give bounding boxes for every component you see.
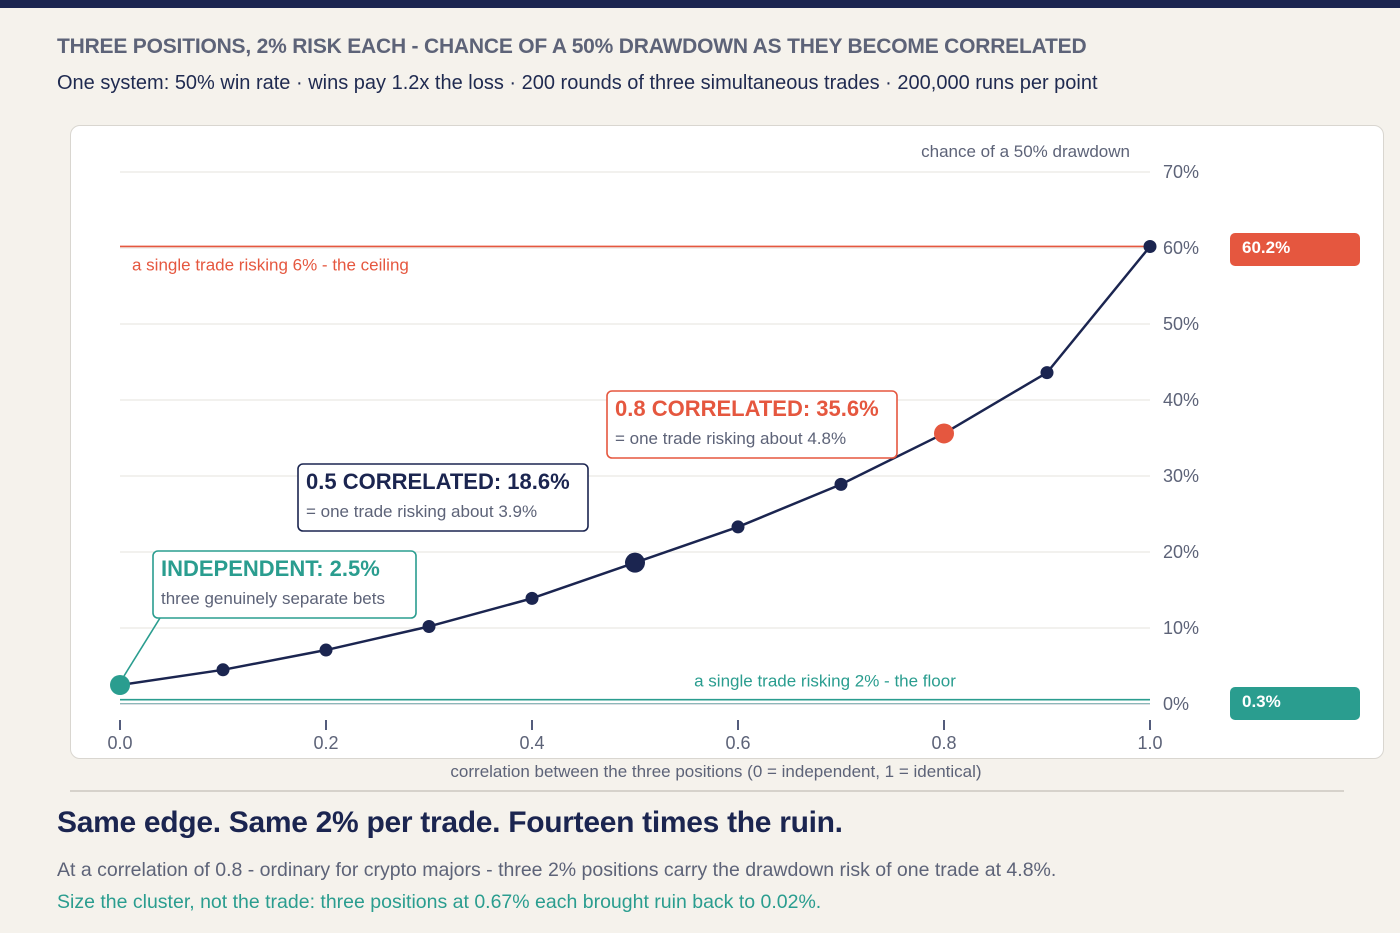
y-tick-label: 40% [1163,390,1199,410]
y-tick-label: 60% [1163,238,1199,258]
footer-takeaway: Size the cluster, not the trade: three p… [57,891,822,913]
y-tick-label: 50% [1163,314,1199,334]
axis-ticks: 0% 10% 20% 30% 40% 50% 60% 70% 0.0 0.2 0.4 0.6 0.8 1.… [107,162,1199,753]
x-tick-label: 0.8 [931,733,956,753]
data-point [216,663,230,677]
data-points [110,239,1157,695]
independent-callout-leader [123,617,161,677]
floor-value-badge [1230,687,1360,720]
correlated-0-5-annotation-subtitle: = one trade risking about 3.9% [306,502,537,521]
data-point [1143,239,1157,253]
x-tick-label: 0.2 [313,733,338,753]
independent-annotation-title: INDEPENDENT: 2.5% [161,556,380,581]
chart-subtitle: One system: 50% win rate · wins pay 1.2x… [57,72,1098,94]
correlated-0-8-annotation-subtitle: = one trade risking about 4.8% [615,429,846,448]
series-line [119,245,1151,687]
y-tick-label: 10% [1163,618,1199,638]
x-tick-label: 0.6 [725,733,750,753]
floor-reference-label: a single trade risking 2% - the floor [694,672,956,691]
ceiling-badge-label: 60.2% [1242,238,1290,257]
x-tick-label: 1.0 [1137,733,1162,753]
data-point [422,619,436,633]
footer-body: At a correlation of 0.8 - ordinary for c… [57,859,1057,881]
independent-annotation-subtitle: three genuinely separate bets [161,589,385,608]
y-axis-label: chance of a 50% drawdown [921,142,1130,161]
correlated-0-5-annotation-box [297,463,589,532]
correlated-0-8-annotation-box [606,390,898,459]
top-accent-bar [0,0,1400,8]
series-polyline [119,245,1151,687]
x-axis-label: correlation between the three positions … [450,762,981,781]
grid-lines [120,171,1150,629]
ceiling-value-badge [1230,233,1360,266]
y-tick-label: 70% [1163,162,1199,182]
correlated-0-8-annotation-title: 0.8 CORRELATED: 35.6% [615,396,879,421]
data-point [731,520,745,534]
y-tick-label: 20% [1163,542,1199,562]
floor-badge-label: 0.3% [1242,692,1281,711]
independent-annotation-box [152,550,417,619]
y-tick-label: 0% [1163,694,1189,714]
y-tick-label: 30% [1163,466,1199,486]
data-point-highlight-0-5 [625,552,645,573]
data-point-independent [110,675,130,695]
x-tick-label: 0.0 [107,733,132,753]
data-point-highlight-0-8 [934,423,954,444]
correlated-0-5-annotation-title: 0.5 CORRELATED: 18.6% [306,469,570,494]
x-tick-label: 0.4 [519,733,544,753]
data-point [834,477,848,491]
data-point [1040,366,1054,380]
ceiling-reference-label: a single trade risking 6% - the ceiling [132,255,409,274]
footer-headline: Same edge. Same 2% per trade. Fourteen t… [57,806,843,839]
chart-title: THREE POSITIONS, 2% RISK EACH - CHANCE O… [57,35,1087,58]
data-point [525,591,539,605]
data-point [319,643,333,657]
section-divider [70,790,1344,792]
annotations: INDEPENDENT: 2.5% three genuinely separat… [123,390,898,677]
